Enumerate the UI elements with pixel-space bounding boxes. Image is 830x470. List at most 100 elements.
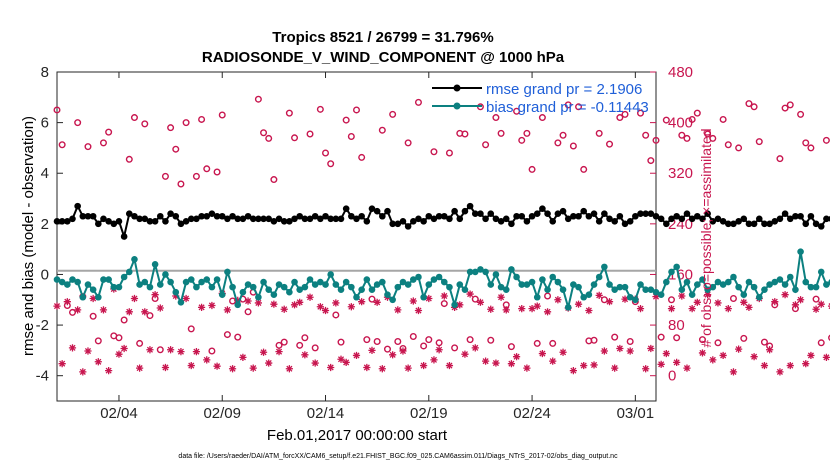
obs-possible-point [507, 343, 515, 351]
rmse-point [580, 207, 588, 215]
obs-assimilated-point [125, 308, 133, 316]
obs-possible-point [223, 331, 231, 339]
obs-assimilated-point [812, 305, 820, 313]
obs-assimilated-point [750, 353, 758, 361]
obs-assimilated-point [678, 292, 686, 300]
obs-possible-point [487, 336, 495, 344]
obs-possible-point [533, 339, 541, 347]
y-axis-label-right: # of obs: o=possible; ×=assimilated [698, 128, 714, 347]
rmse-point [781, 210, 789, 218]
rmse-point [533, 210, 541, 218]
obs-assimilated-point [316, 303, 324, 311]
rmse-point [559, 207, 567, 215]
obs-possible-point [750, 103, 758, 111]
obs-assimilated-point [595, 291, 603, 299]
rmse-point [327, 215, 334, 223]
obs-assimilated-point [471, 344, 479, 352]
obs-possible-point [373, 338, 381, 346]
obs-assimilated-point [559, 348, 567, 356]
obs-possible-point [652, 136, 660, 144]
obs-assimilated-point [254, 299, 262, 307]
rmse-point [353, 215, 360, 223]
rmse-point [652, 212, 660, 220]
bias-point [632, 296, 639, 304]
bias-point [69, 276, 76, 283]
rmse-point [724, 220, 732, 228]
obs-possible-point [301, 334, 309, 342]
obs-possible-point [698, 336, 706, 344]
obs-possible-point [657, 333, 665, 341]
bias-point [528, 278, 536, 286]
x-tick-label: 02/24 [513, 405, 551, 422]
rmse-point [590, 210, 598, 218]
rmse-point [358, 212, 365, 220]
bias-point [652, 288, 660, 296]
rmse-point [105, 218, 112, 225]
bias-point [616, 283, 624, 291]
bias-point [570, 281, 577, 288]
obs-assimilated-point [636, 305, 645, 313]
obs-possible-point [244, 308, 252, 316]
rmse-point [451, 207, 458, 215]
bias-point [735, 283, 742, 291]
obs-assimilated-point [476, 298, 485, 306]
bias-point [823, 281, 830, 288]
bias-point [508, 266, 515, 273]
obs-possible-point [218, 111, 226, 119]
bias-point [291, 278, 298, 286]
obs-possible-point [389, 110, 397, 118]
bias-point [244, 281, 252, 288]
rmse-point [244, 212, 252, 220]
bias-point [275, 281, 283, 288]
obs-assimilated-point [642, 365, 650, 373]
obs-possible-point [146, 312, 154, 320]
obs-assimilated-point [141, 308, 149, 316]
rmse-point [497, 218, 505, 225]
obs-possible-point [120, 316, 128, 324]
rmse-point [363, 218, 371, 225]
obs-assimilated-point [740, 298, 748, 306]
rmse-point [265, 215, 273, 223]
rmse-point [435, 212, 443, 220]
obs-assimilated-point [244, 297, 252, 305]
rmse-point [601, 210, 608, 218]
bias-point [322, 281, 329, 288]
x-axis-label: Feb.01,2017 00:00:00 start [267, 427, 448, 444]
obs-assimilated-series [53, 285, 830, 376]
obs-assimilated-point [719, 351, 727, 360]
bias-point [704, 286, 711, 293]
obs-assimilated-point [280, 305, 288, 313]
obs-possible-point [337, 338, 345, 346]
rmse-point [141, 215, 149, 223]
left-tick-label: -4 [36, 368, 49, 385]
rmse-point [704, 210, 711, 218]
bias-point [817, 268, 825, 276]
rmse-point [172, 212, 180, 220]
obs-assimilated-point [156, 304, 164, 312]
obs-assimilated-point [502, 306, 510, 314]
bias-point [332, 281, 340, 288]
rmse-point [291, 215, 298, 223]
bias-point [595, 273, 603, 281]
obs-possible-point [760, 338, 768, 346]
bias-point [585, 291, 593, 299]
bias-point [348, 283, 355, 291]
bias-point [786, 273, 794, 281]
obs-assimilated-point [766, 346, 774, 354]
rmse-point [544, 210, 551, 218]
obs-possible-point [673, 334, 681, 342]
obs-assimilated-point [802, 360, 810, 368]
obs-assimilated-point [115, 350, 123, 358]
obs-possible-point [254, 95, 262, 103]
bias-point [193, 283, 200, 291]
obs-assimilated-point [497, 293, 505, 301]
obs-assimilated-point [420, 361, 428, 370]
rmse-point [647, 210, 655, 218]
rmse-point [296, 212, 303, 220]
obs-assimilated-point [228, 365, 237, 373]
rmse-point [755, 215, 763, 223]
x-tick-label: 03/01 [617, 405, 655, 422]
bias-point [177, 299, 185, 306]
obs-possible-point [234, 333, 242, 341]
